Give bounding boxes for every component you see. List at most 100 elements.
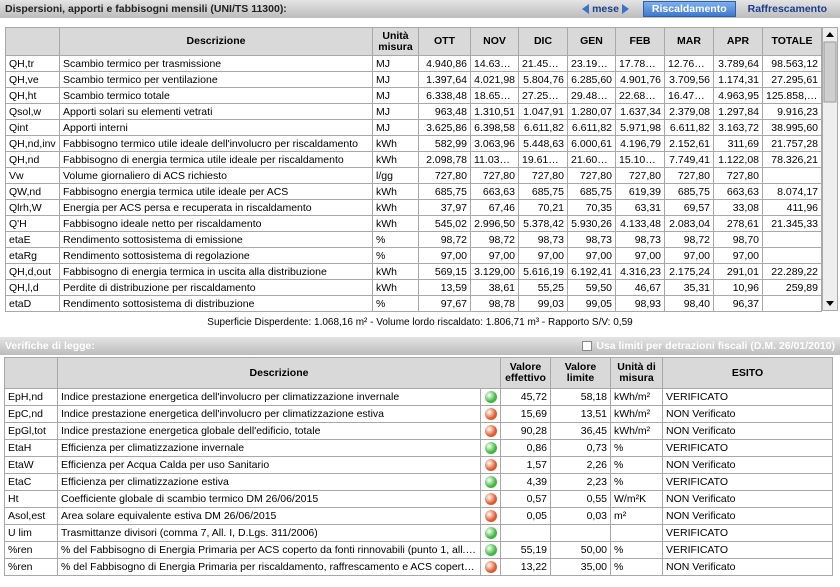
value-cell: 2.083,04 xyxy=(664,215,714,232)
result-cell: VERIFICATO xyxy=(662,473,834,491)
code-cell: EtaH xyxy=(4,439,58,457)
row: EtaW Efficienza per Acqua Calda per uso S… xyxy=(4,456,834,474)
row: Asol,est Area solare equivalente estiva D… xyxy=(4,507,834,525)
header-cell: APR xyxy=(713,27,763,56)
value-cell: 5.804,76 xyxy=(518,71,568,88)
row: QH,l,d Perdite di distribuzione per risca… xyxy=(5,279,822,296)
row: Qint Apporti interni MJ 3.625,86 6.398,58 6.6… xyxy=(5,119,822,136)
scrollbar[interactable] xyxy=(822,27,838,311)
prev-button[interactable] xyxy=(582,4,590,14)
description-cell: Apporti solari su elementi vetrati xyxy=(59,103,373,120)
value-cell: 3.789,64 xyxy=(713,55,763,72)
code-cell: QH,nd xyxy=(5,151,60,168)
value-cell: 38,61 xyxy=(470,279,519,296)
unit-cell: % xyxy=(610,473,664,491)
effective-cell: 13,22 xyxy=(500,558,552,576)
code-cell: QW,nd xyxy=(5,183,60,200)
value-cell: 6.000,61 xyxy=(567,135,616,152)
row: Vw Volume giornaliero di ACS richiesto l/g… xyxy=(5,167,822,184)
value-cell: 7.749,41 xyxy=(664,151,714,168)
header-cell: Valore effettivo xyxy=(500,357,552,389)
status-cell xyxy=(479,490,502,508)
result-cell: NON Verificato xyxy=(662,490,834,508)
effective-cell xyxy=(500,524,552,542)
status-dot xyxy=(484,425,497,438)
description-cell: Apporti interni xyxy=(59,119,373,136)
effective-cell: 1,57 xyxy=(500,456,552,474)
total-cell: 411,96 xyxy=(762,199,822,216)
description-cell: Rendimento sottosistema di emissione xyxy=(59,231,373,248)
value-cell: 3.709,56 xyxy=(664,71,714,88)
unit-cell: MJ xyxy=(372,103,419,120)
value-cell: 2.152,61 xyxy=(664,135,714,152)
tab-button[interactable]: Raffrescamento xyxy=(747,3,827,15)
row: U lim Trasmittanze divisori (comma 7, All… xyxy=(4,524,834,542)
result-cell: NON Verificato xyxy=(662,507,834,525)
status-cell xyxy=(479,388,502,406)
checkbox[interactable] xyxy=(582,341,593,351)
code-cell: %ren xyxy=(4,558,58,576)
status-dot xyxy=(484,527,497,540)
header-cell: NOV xyxy=(470,27,519,56)
value-cell: 727,80 xyxy=(418,167,471,184)
value-cell: 10,96 xyxy=(713,279,763,296)
unit-cell: kWh/m² xyxy=(610,422,664,440)
description-cell: Trasmittanze divisori (comma 7, All. I, … xyxy=(57,524,481,542)
code-cell: EtaW xyxy=(4,456,58,474)
description-cell: % del Fabbisogno di Energia Primaria per… xyxy=(57,558,481,576)
value-cell: 685,75 xyxy=(518,183,568,200)
unit-cell: kWh xyxy=(372,215,419,232)
status-cell xyxy=(479,422,502,440)
value-cell: 1.122,08 xyxy=(713,151,763,168)
row: EpGl,tot Indice prestazione energetica gl… xyxy=(4,422,834,440)
row: QH,nd,inv Fabbisogno termico utile ideale… xyxy=(5,135,822,152)
tab-button[interactable]: Riscaldamento xyxy=(642,1,736,17)
value-cell: 70,21 xyxy=(518,199,568,216)
description-cell: Rendimento sottosistema di regolazione xyxy=(59,247,373,264)
code-cell: QH,d,out xyxy=(5,263,60,280)
description-cell: Scambio termico per ventilazione xyxy=(59,71,373,88)
total-cell: 21.757,28 xyxy=(762,135,822,152)
unit-cell: kWh/m² xyxy=(610,388,664,406)
next-button[interactable] xyxy=(621,4,629,14)
status-cell xyxy=(479,558,502,576)
code-cell: Qlrh,W xyxy=(5,199,60,216)
value-cell: 3.129,00 xyxy=(470,263,519,280)
unit-cell: MJ xyxy=(372,119,419,136)
result-cell: NON Verificato xyxy=(662,405,834,423)
value-cell: 727,80 xyxy=(664,167,714,184)
nav-label: mese xyxy=(592,3,619,15)
header-cell: Descrizione xyxy=(59,27,373,56)
unit-cell: kWh xyxy=(372,199,419,216)
value-cell: 4.021,98 xyxy=(470,71,519,88)
summary: Superficie Disperdente: 1.068,16 m² - Vo… xyxy=(207,317,633,328)
value-cell: 13,59 xyxy=(418,279,471,296)
value-cell: 727,80 xyxy=(567,167,616,184)
value-cell: 96,37 xyxy=(713,295,763,312)
code-cell: QH,ht xyxy=(5,87,60,104)
header-bar: Dispersioni, apporti e fabbisogni mensil… xyxy=(0,0,840,18)
row: QH,d,out Fabbisogno di energia termica in… xyxy=(5,263,822,280)
code-cell: QH,tr xyxy=(5,55,60,72)
code-cell: QH,l,d xyxy=(5,279,60,296)
unit-cell: kWh xyxy=(372,279,419,296)
row: Qlrh,W Energia per ACS persa e recuperata… xyxy=(5,199,822,216)
value-cell: 6.338,48 xyxy=(418,87,471,104)
section-title: Verifiche di legge: xyxy=(5,340,95,352)
total-cell: 9.916,23 xyxy=(762,103,822,120)
description-cell: Area solare equivalente estiva DM 26/06/… xyxy=(57,507,481,525)
unit-cell: kWh xyxy=(372,151,419,168)
value-cell: 1.637,34 xyxy=(615,103,665,120)
value-cell: 582,99 xyxy=(418,135,471,152)
unit-cell: % xyxy=(610,541,664,559)
value-cell: 727,80 xyxy=(713,167,763,184)
row: Qsol,w Apporti solari su elementi vetrati… xyxy=(5,103,822,120)
value-cell: 97,67 xyxy=(418,295,471,312)
value-cell: 69,57 xyxy=(664,199,714,216)
unit-cell: kWh/m² xyxy=(610,405,664,423)
status-cell xyxy=(479,507,502,525)
status-cell xyxy=(479,439,502,457)
limit-cell: 58,18 xyxy=(550,388,612,406)
unit-cell: m² xyxy=(610,507,664,525)
